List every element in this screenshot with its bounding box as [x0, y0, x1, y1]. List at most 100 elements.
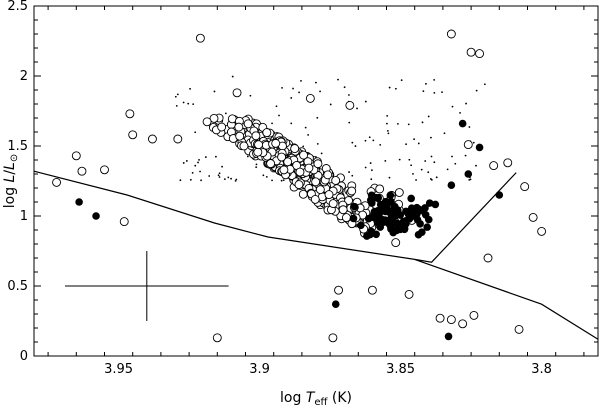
small-dot	[213, 90, 216, 93]
small-dot	[319, 90, 321, 93]
open-point	[338, 205, 348, 215]
small-dot	[472, 141, 475, 144]
x-tick-label: 3.95	[104, 362, 133, 377]
small-dot	[348, 121, 351, 124]
open-point	[262, 128, 272, 138]
small-dot	[368, 136, 371, 139]
small-dot	[174, 95, 177, 98]
small-dot	[343, 86, 346, 89]
small-dot	[408, 158, 411, 161]
small-dot	[415, 179, 417, 181]
filled-point	[464, 170, 473, 178]
plot-frame	[33, 5, 599, 357]
filled-point	[421, 204, 429, 212]
y-axis-title: log L/L⊙	[2, 154, 20, 209]
small-dot	[417, 142, 420, 145]
small-dot	[430, 155, 433, 158]
small-dot	[199, 170, 201, 173]
open-point	[304, 163, 314, 173]
small-dot	[464, 154, 467, 157]
small-dot	[218, 172, 221, 175]
open-point	[128, 130, 138, 140]
small-dot	[407, 123, 410, 126]
filled-point	[384, 207, 392, 216]
small-dot	[387, 132, 390, 135]
small-dot	[315, 81, 317, 84]
small-dot	[221, 165, 223, 168]
open-point	[125, 109, 135, 119]
small-dot	[231, 75, 234, 78]
small-dot	[451, 105, 454, 108]
open-point	[391, 238, 401, 248]
open-point	[290, 144, 300, 154]
small-dot	[275, 105, 278, 108]
filled-point	[350, 202, 359, 211]
open-point	[446, 29, 456, 39]
open-point	[520, 182, 530, 192]
y-tick-label: 0	[20, 349, 28, 364]
open-point	[367, 285, 377, 295]
small-dot	[468, 126, 471, 128]
small-dot	[337, 78, 339, 81]
small-dot	[372, 139, 375, 142]
error-bar	[65, 251, 229, 321]
small-dot	[280, 179, 283, 182]
small-dot	[300, 80, 302, 82]
filled-point	[413, 206, 422, 215]
small-dot	[421, 121, 424, 124]
small-dot	[197, 161, 199, 164]
small-dot	[410, 164, 413, 167]
small-dot	[194, 164, 197, 167]
filled-point	[376, 223, 385, 231]
open-point	[209, 113, 219, 123]
tick-labels: 3.95 3.9 3.85 3.8 0 0.5 1 1.5 2 2.5	[7, 0, 552, 377]
small-dot	[379, 143, 382, 146]
y-tick-label: 0.5	[7, 279, 28, 294]
open-point	[315, 185, 325, 195]
small-dot	[400, 79, 403, 82]
filled-point	[377, 215, 385, 224]
small-dot	[427, 171, 430, 174]
small-dot	[249, 94, 252, 97]
small-dot	[198, 159, 200, 161]
small-dot	[454, 162, 457, 165]
open-point	[466, 47, 476, 57]
small-dot	[388, 176, 391, 179]
small-dot	[290, 122, 293, 125]
small-dot	[271, 122, 273, 125]
open-point	[469, 310, 479, 320]
y-tick-label: 1.5	[7, 139, 28, 154]
small-dot	[441, 91, 443, 94]
filled-point	[495, 191, 504, 199]
small-dot	[329, 103, 332, 106]
open-point	[528, 212, 538, 222]
small-dot	[413, 138, 415, 141]
small-dot	[386, 115, 389, 117]
open-point	[279, 165, 289, 175]
small-dot	[394, 87, 397, 90]
filled-point	[387, 197, 395, 206]
open-point	[334, 285, 344, 295]
filled-point	[349, 214, 358, 223]
open-point	[52, 177, 62, 187]
y-tick-label: 2	[20, 69, 28, 84]
open-point	[475, 49, 485, 59]
open-point	[328, 333, 338, 343]
small-dot	[246, 155, 249, 158]
open-point	[458, 319, 468, 329]
small-dot	[451, 155, 453, 158]
open-point	[202, 117, 212, 127]
small-dot	[348, 171, 350, 173]
small-dot	[475, 89, 478, 92]
small-dot	[364, 100, 367, 103]
small-dot	[364, 139, 367, 142]
open-point	[347, 186, 357, 196]
open-point	[344, 196, 354, 205]
open-point	[328, 199, 338, 209]
filled-point	[414, 230, 423, 239]
small-dot	[208, 175, 211, 177]
small-dot	[278, 114, 280, 117]
open-point	[435, 313, 445, 323]
small-dot	[302, 145, 305, 148]
